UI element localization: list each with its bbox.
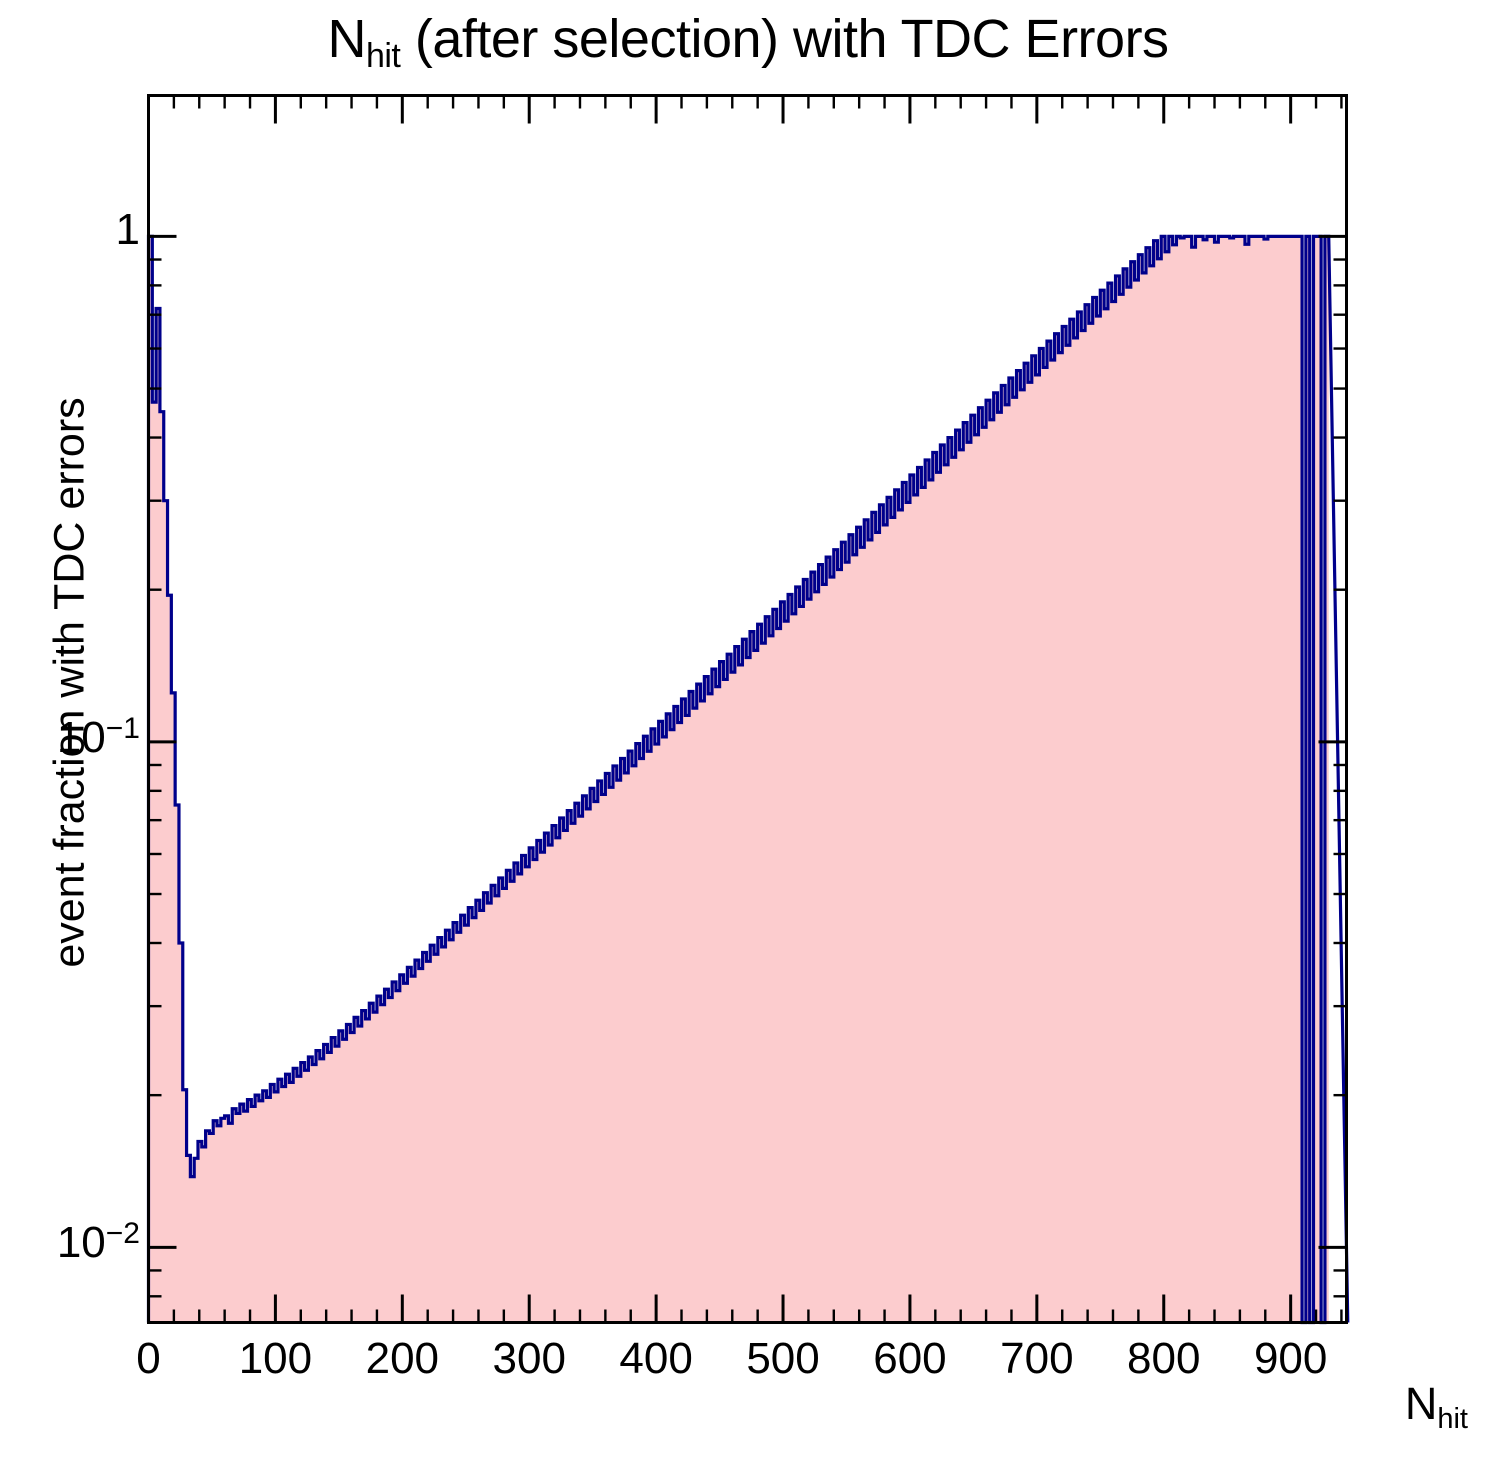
x-tick-label: 500 bbox=[746, 1334, 820, 1383]
x-tick-label: 200 bbox=[365, 1334, 440, 1383]
histogram-outline bbox=[146, 234, 1350, 1325]
x-axis-title-main: N bbox=[1404, 1378, 1438, 1429]
chart-title-subscript: hit bbox=[365, 37, 401, 75]
x-tick-label: 800 bbox=[1127, 1334, 1201, 1383]
x-axis-title: Nhit bbox=[1405, 1378, 1468, 1436]
x-tick-label: 600 bbox=[873, 1334, 947, 1383]
chart-title-rest: (after selection) with TDC Errors bbox=[400, 9, 1169, 69]
y-tick-label: 10−1 bbox=[56, 711, 140, 762]
y-tick-label: 10−2 bbox=[57, 1219, 140, 1265]
x-tick-label: 900 bbox=[1253, 1334, 1328, 1383]
y-tick-base: 10 bbox=[56, 712, 106, 762]
axis-frame bbox=[147, 94, 1348, 1324]
chart-title: Nhit (after selection) with TDC Errors bbox=[0, 8, 1496, 76]
x-tick-label: 0 bbox=[136, 1334, 161, 1383]
histogram-fill bbox=[148, 236, 1329, 1323]
chart-title-main: N bbox=[327, 9, 366, 69]
x-tick-label: 400 bbox=[619, 1334, 693, 1383]
y-tick-base: 10 bbox=[56, 1218, 106, 1268]
x-axis-title-subscript: hit bbox=[1437, 1403, 1468, 1435]
y-tick-label: 1 bbox=[115, 205, 140, 255]
x-tick-label: 100 bbox=[238, 1334, 313, 1383]
x-tick-label: 700 bbox=[1000, 1334, 1074, 1383]
y-tick-exponent: −2 bbox=[105, 1217, 140, 1251]
x-tick-label: 300 bbox=[492, 1334, 566, 1383]
y-tick-exponent: −1 bbox=[105, 711, 140, 745]
